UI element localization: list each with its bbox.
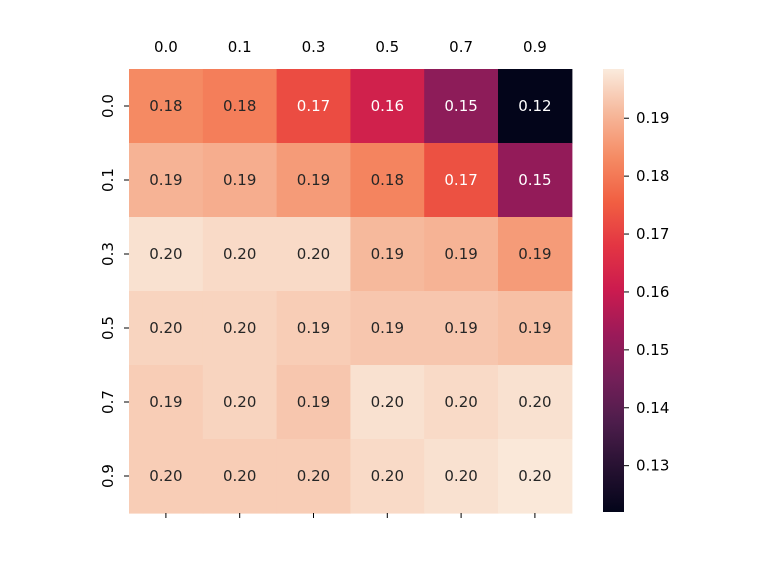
heatmap-cell [129,217,204,292]
heatmap-cell [350,291,425,366]
cell-annotation: 0.15 [518,171,551,189]
cell-annotation: 0.12 [518,97,551,115]
colorbar-gradient [603,69,624,512]
heatmap-cell [129,143,204,218]
cell-annotation: 0.20 [223,467,256,485]
heatmap-cell [276,69,351,144]
colorbar-tick-label: 0.18 [636,167,669,185]
cell-annotation: 0.19 [444,319,477,337]
cell-annotation: 0.18 [371,171,404,189]
cell-annotation: 0.19 [149,171,182,189]
cell-annotation: 0.19 [444,245,477,263]
heatmap-cell [202,365,278,440]
heatmap-cell [202,217,278,292]
heatmap-cell [129,291,204,366]
heatmap-cell [276,143,351,218]
heatmap-cell [498,69,573,144]
cell-annotation: 0.20 [371,393,404,411]
y-axis: 0.0 0.1 0.3 0.5 0.7 0.9 [99,94,129,488]
y-tick-label: 0.7 [99,390,117,414]
cell-annotation: 0.20 [149,245,182,263]
y-tick-label: 0.9 [99,464,117,488]
colorbar-tick-label: 0.13 [636,457,669,475]
cell-annotation: 0.20 [518,467,551,485]
heatmap-cell [350,217,425,292]
heatmap-cell [202,439,278,514]
cell-annotation: 0.19 [223,171,256,189]
heatmap-cell [498,217,573,292]
heatmap-cell [202,143,278,218]
cell-annotation: 0.20 [223,245,256,263]
cell-annotation: 0.20 [149,319,182,337]
colorbar-tick-label: 0.19 [636,109,669,127]
x-axis: 0.0 0.1 0.3 0.5 0.7 0.9 [154,38,547,518]
heatmap-cell [498,365,573,440]
heatmap-cell [498,439,573,514]
cell-annotation: 0.15 [444,97,477,115]
y-tick-label: 0.0 [99,94,117,118]
heatmap-cell [129,69,204,144]
cell-annotation: 0.20 [444,467,477,485]
cell-annotation: 0.18 [223,97,256,115]
heatmap-cell [424,143,499,218]
cell-annotation: 0.20 [223,393,256,411]
heatmap-cell [350,439,425,514]
cell-annotation: 0.20 [223,319,256,337]
cell-annotation: 0.19 [518,319,551,337]
cell-annotation: 0.20 [518,393,551,411]
cell-annotation: 0.18 [149,97,182,115]
heatmap-cell [276,365,351,440]
heatmap-cell [498,291,573,366]
heatmap-cell [350,69,425,144]
y-tick-label: 0.3 [99,242,117,266]
colorbar-tick-label: 0.15 [636,341,669,359]
heatmap-cell [129,365,204,440]
x-tick-label: 0.1 [228,38,252,56]
cell-annotation: 0.19 [297,319,330,337]
heatmap-cell [350,365,425,440]
heatmap-cell [276,291,351,366]
cell-annotation: 0.19 [297,393,330,411]
heatmap-cell [424,439,499,514]
heatmap-cells [129,69,573,514]
cell-annotation: 0.20 [297,467,330,485]
cell-annotation: 0.20 [371,467,404,485]
cell-annotation: 0.19 [149,393,182,411]
heatmap-cell [202,291,278,366]
cell-annotation: 0.19 [371,245,404,263]
heatmap-cell [424,365,499,440]
heatmap-cell [129,439,204,514]
x-tick-label: 0.3 [302,38,326,56]
colorbar: 0.13 0.14 0.15 0.16 0.17 0.18 0.19 [603,69,669,512]
x-tick-label: 0.7 [449,38,473,56]
heatmap-cell [424,291,499,366]
heatmap-cell [424,217,499,292]
cell-annotation: 0.16 [371,97,404,115]
x-tick-label: 0.5 [375,38,399,56]
x-tick-label: 0.0 [154,38,178,56]
colorbar-tick-label: 0.14 [636,399,669,417]
heatmap-cell [498,143,573,218]
y-tick-label: 0.1 [99,168,117,192]
colorbar-tick-label: 0.16 [636,283,669,301]
cell-annotation: 0.19 [518,245,551,263]
x-tick-label: 0.9 [523,38,547,56]
colorbar-tick-label: 0.17 [636,225,669,243]
heatmap-cell [424,69,499,144]
heatmap-cell [276,439,351,514]
cell-annotation: 0.20 [444,393,477,411]
cell-annotation: 0.19 [371,319,404,337]
cell-annotation: 0.19 [297,171,330,189]
y-tick-label: 0.5 [99,316,117,340]
cell-annotation: 0.20 [297,245,330,263]
heatmap-cell [202,69,278,144]
cell-annotation: 0.20 [149,467,182,485]
heatmap-cell [350,143,425,218]
cell-annotation: 0.17 [297,97,330,115]
cell-annotations: 0.18 0.18 0.17 0.16 0.15 0.12 0.19 0.19 0.19 0.18… [149,97,551,485]
heatmap-cell [276,217,351,292]
cell-annotation: 0.17 [444,171,477,189]
